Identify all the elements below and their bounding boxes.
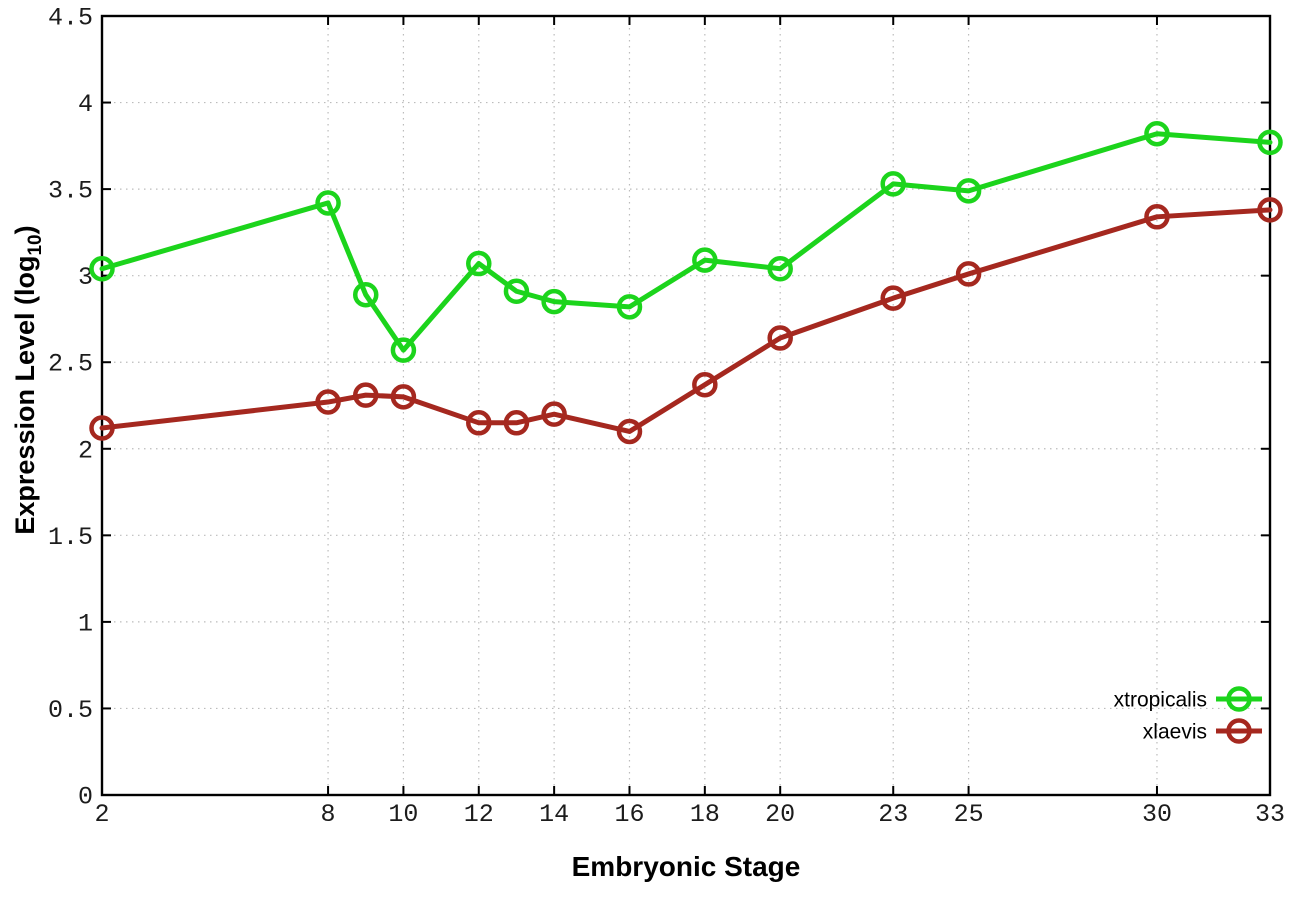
marker-xtropicalis-stage-18 xyxy=(692,247,718,273)
marker-xlaevis-stage-33 xyxy=(1257,197,1283,223)
marker-xtropicalis-stage-13 xyxy=(503,278,530,304)
x-tick-label: 23 xyxy=(878,800,908,829)
marker-xtropicalis-stage-16 xyxy=(616,294,643,320)
marker-xlaevis-stage-12 xyxy=(466,410,492,436)
x-tick-label: 18 xyxy=(690,800,720,829)
marker-xlaevis-stage-13 xyxy=(503,410,530,436)
x-tick-label: 2 xyxy=(94,800,109,829)
marker-xtropicalis-stage-10 xyxy=(390,337,417,363)
marker-xtropicalis-stage-8 xyxy=(315,190,341,216)
x-axis-label: Embryonic Stage xyxy=(572,851,801,882)
y-tick-label: 3 xyxy=(78,263,93,292)
x-tick-label: 14 xyxy=(539,800,569,829)
y-tick-label: 0 xyxy=(78,783,93,812)
marker-xtropicalis-stage-20 xyxy=(767,255,793,282)
marker-xlaevis-stage-14 xyxy=(541,401,567,427)
marker-xlaevis-stage-25 xyxy=(955,261,982,287)
series-line-xtropicalis xyxy=(99,131,1273,353)
marker-xtropicalis-stage-2 xyxy=(89,255,115,282)
x-tick-label: 10 xyxy=(388,800,418,829)
plot-border xyxy=(100,14,1272,797)
y-tick-label: 4 xyxy=(78,90,93,119)
marker-xlaevis-stage-16 xyxy=(616,418,643,445)
legend-marker-xtropicalis xyxy=(1226,686,1252,712)
marker-xtropicalis-stage-9 xyxy=(352,281,379,308)
legend-label-xlaevis: xlaevis xyxy=(1143,721,1207,744)
legend-marker-xlaevis xyxy=(1226,718,1252,744)
marker-xtropicalis-stage-30 xyxy=(1144,120,1170,147)
marker-xtropicalis-stage-23 xyxy=(880,171,906,197)
x-tick-label: 30 xyxy=(1142,800,1172,829)
marker-xtropicalis-stage-33 xyxy=(1257,129,1283,156)
marker-xlaevis-stage-10 xyxy=(390,384,417,410)
x-tick-label: 33 xyxy=(1255,800,1285,829)
x-tick-label: 16 xyxy=(614,800,644,829)
y-tick-label: 4.5 xyxy=(48,4,93,33)
marker-xlaevis-stage-2 xyxy=(89,415,115,441)
x-tick-label: 12 xyxy=(464,800,494,829)
y-axis-label: Expression Level (log10) xyxy=(10,225,46,534)
marker-xtropicalis-stage-12 xyxy=(466,250,492,277)
marker-xlaevis-stage-20 xyxy=(767,325,793,351)
series-line-xlaevis xyxy=(99,207,1273,434)
marker-xtropicalis-stage-14 xyxy=(541,288,567,315)
marker-xlaevis-stage-9 xyxy=(352,382,379,408)
marker-xlaevis-stage-23 xyxy=(880,285,906,311)
y-tick-label: 1.5 xyxy=(48,523,93,552)
x-tick-label: 8 xyxy=(321,800,336,829)
x-tick-label: 20 xyxy=(765,800,795,829)
y-tick-label: 2 xyxy=(78,436,93,465)
marker-xtropicalis-stage-25 xyxy=(955,178,982,204)
x-tick-label: 25 xyxy=(954,800,984,829)
y-tick-label: 2.5 xyxy=(48,350,93,379)
y-tick-label: 1 xyxy=(78,609,93,638)
marker-xlaevis-stage-8 xyxy=(315,389,341,415)
y-tick-label: 3.5 xyxy=(48,177,93,206)
y-tick-label: 0.5 xyxy=(48,696,93,725)
marker-xlaevis-stage-18 xyxy=(692,371,718,398)
legend-label-xtropicalis: xtropicalis xyxy=(1114,689,1207,712)
marker-xlaevis-stage-30 xyxy=(1144,204,1170,230)
